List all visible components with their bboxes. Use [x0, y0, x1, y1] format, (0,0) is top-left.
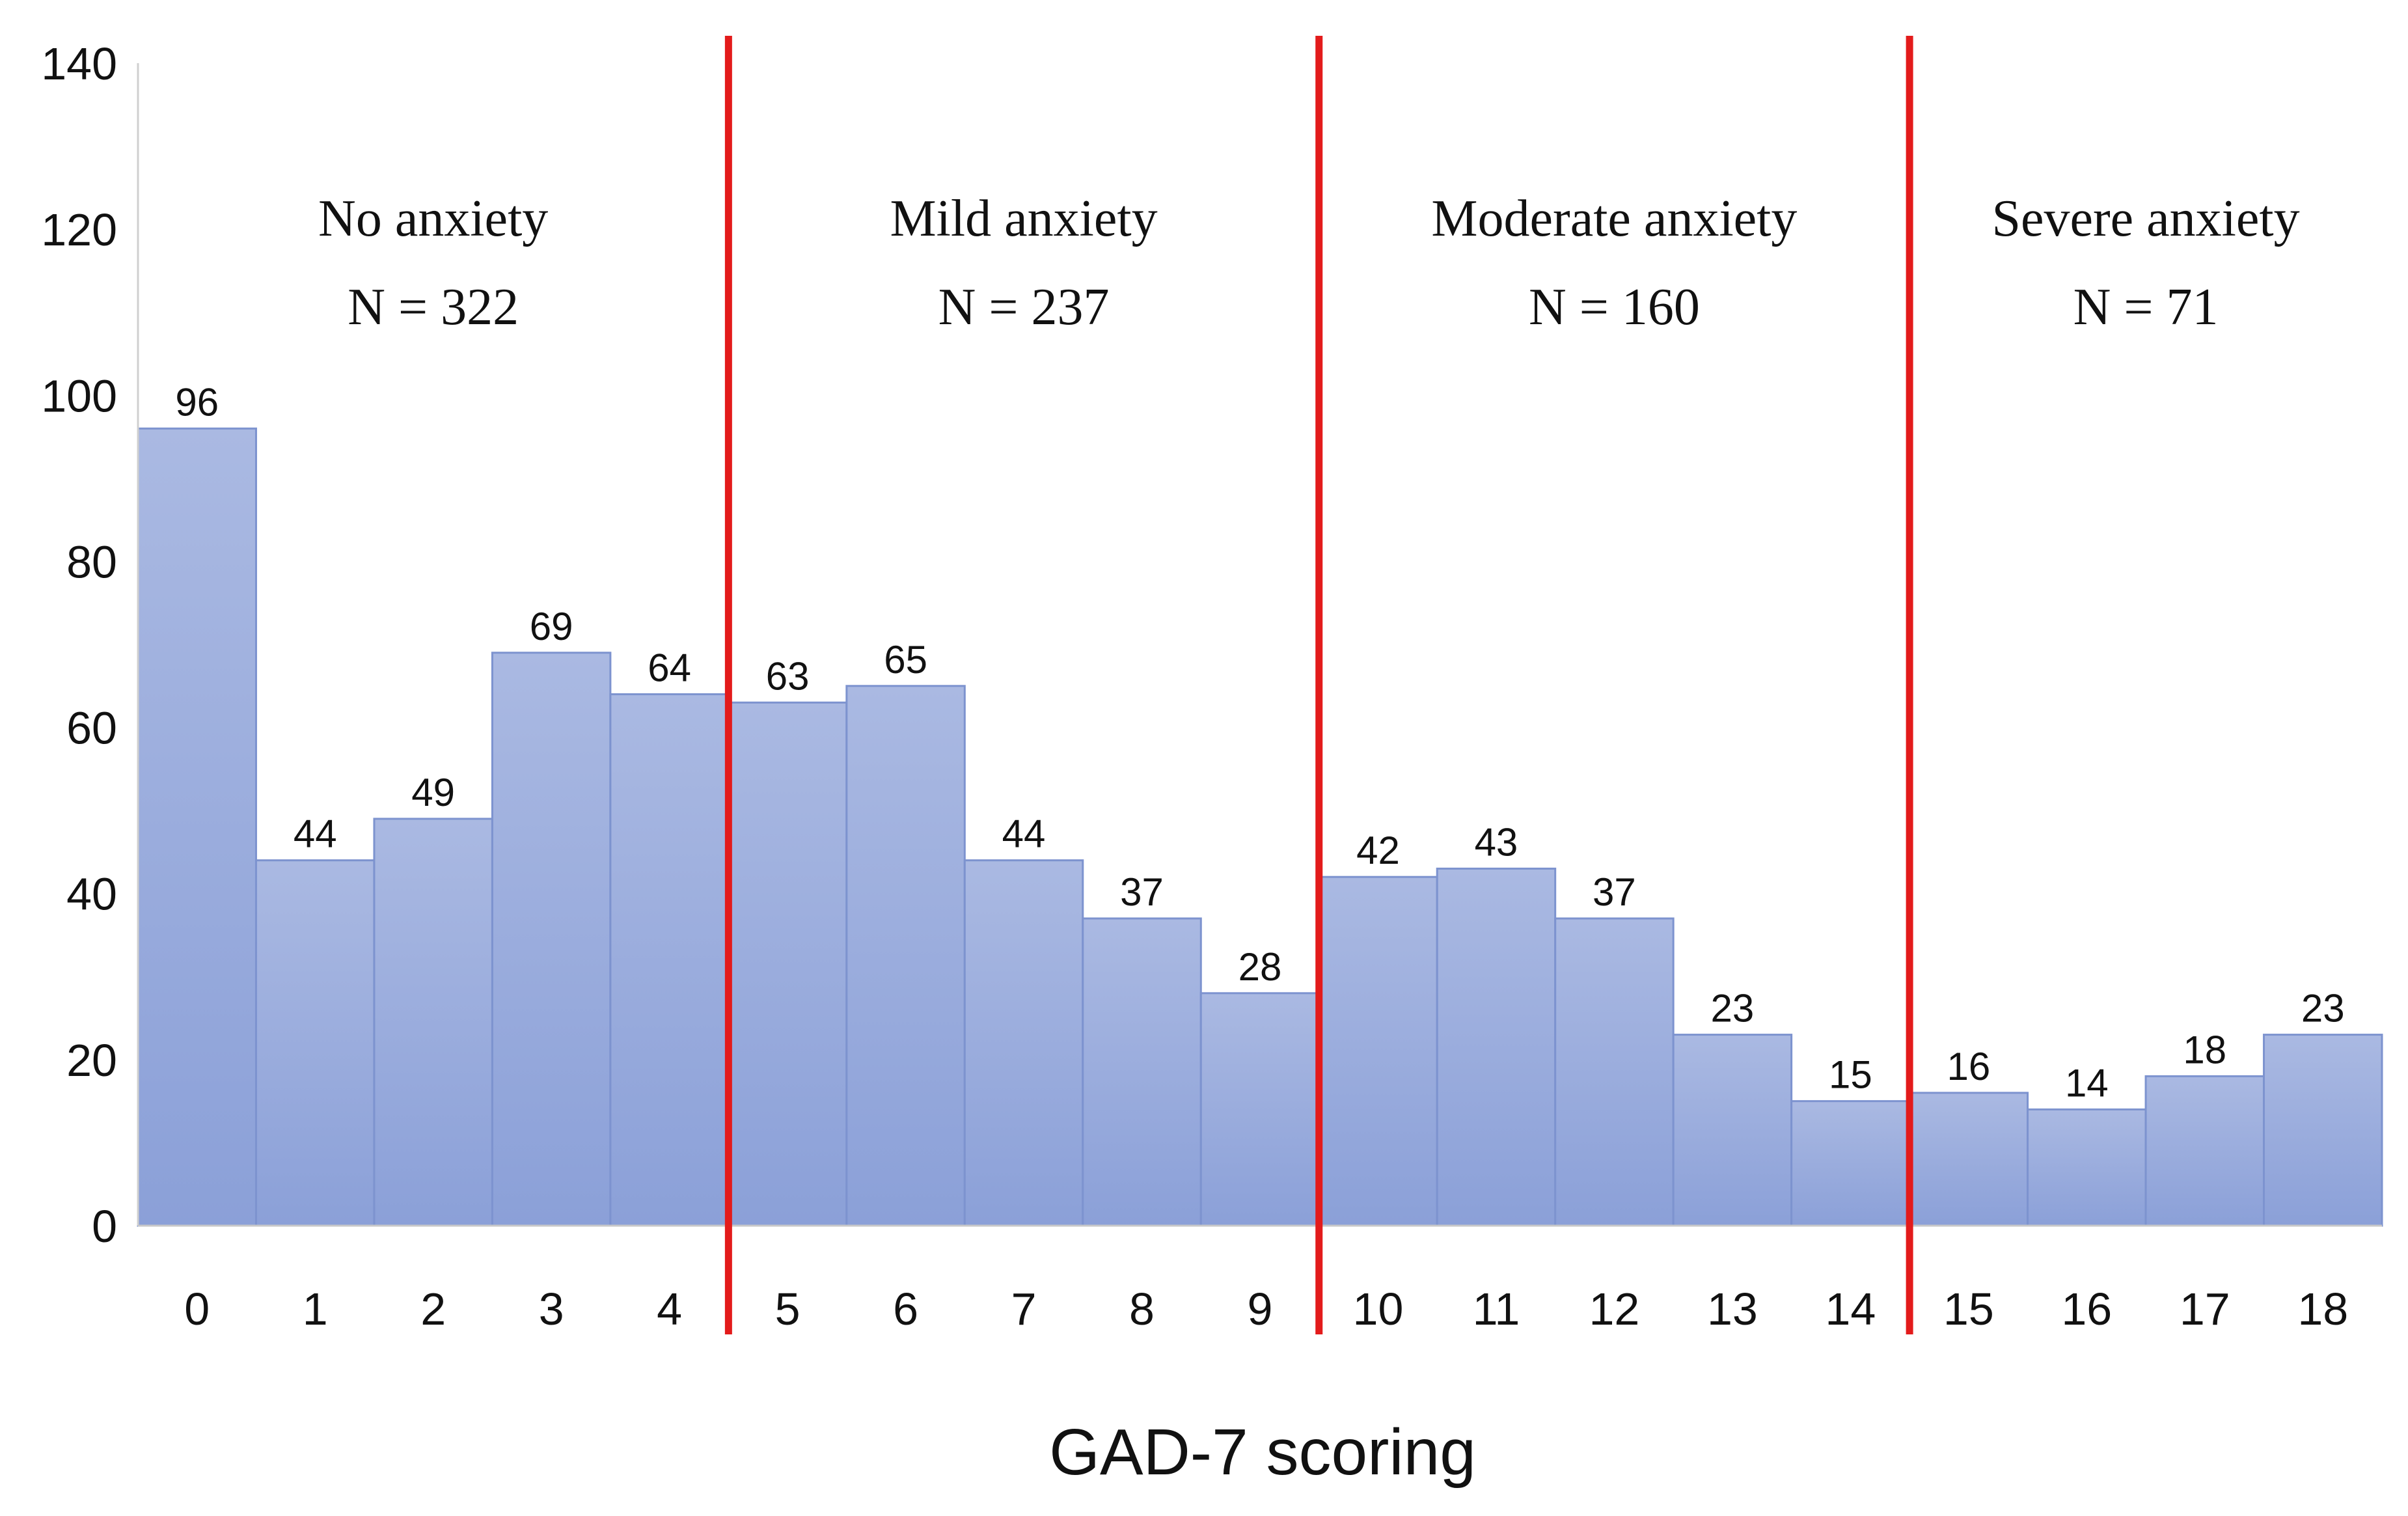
y-tick-label-60: 60 [66, 703, 117, 754]
bar-18 [2263, 1034, 2383, 1227]
x-tick-label-9: 9 [1248, 1284, 1273, 1334]
region-count-3: N = 160 [1529, 279, 1700, 336]
data-label-13: 23 [1711, 987, 1755, 1030]
bar-17 [2144, 1075, 2265, 1227]
data-label-5: 63 [766, 654, 810, 698]
region-label-2: Mild anxiety [890, 190, 1158, 247]
data-label-14: 15 [1829, 1053, 1872, 1097]
x-tick-label-11: 11 [1473, 1284, 1520, 1334]
bar-3 [491, 652, 612, 1227]
x-tick-label-5: 5 [775, 1284, 800, 1334]
y-tick-label-0: 0 [92, 1201, 117, 1252]
y-tick-label-40: 40 [66, 869, 117, 920]
x-tick-label-6: 6 [893, 1284, 918, 1334]
data-label-18: 23 [2301, 987, 2345, 1030]
bar-1 [254, 859, 376, 1227]
data-label-9: 28 [1238, 945, 1282, 989]
bar-9 [1199, 992, 1320, 1227]
x-tick-label-1: 1 [303, 1284, 328, 1334]
x-tick-label-7: 7 [1011, 1284, 1037, 1334]
data-label-11: 43 [1475, 820, 1518, 864]
y-tick-label-140: 140 [41, 38, 117, 89]
data-label-0: 96 [175, 380, 219, 424]
x-tick-label-2: 2 [420, 1284, 446, 1334]
x-tick-label-12: 12 [1589, 1284, 1639, 1334]
data-label-4: 64 [648, 646, 691, 690]
data-label-15: 16 [1947, 1045, 1990, 1088]
bar-11 [1436, 867, 1557, 1227]
data-label-7: 44 [1002, 812, 1046, 856]
bar-12 [1554, 917, 1675, 1227]
region-count-2: N = 237 [938, 279, 1110, 336]
bar-0 [137, 427, 257, 1227]
bar-10 [1318, 875, 1438, 1227]
data-label-3: 69 [530, 605, 573, 648]
bar-7 [963, 859, 1084, 1227]
region-label-3: Moderate anxiety [1431, 190, 1797, 247]
region-count-4: N = 71 [2073, 279, 2219, 336]
data-label-6: 65 [884, 638, 927, 682]
bar-2 [373, 818, 493, 1227]
separator-layer [724, 36, 1913, 1334]
bar-8 [1082, 917, 1202, 1227]
y-tick-label-80: 80 [66, 536, 117, 587]
data-label-12: 37 [1593, 870, 1636, 914]
y-tick-label-20: 20 [66, 1035, 117, 1086]
labels-layer: 96 44 49 69 64 63 65 44 37 28 42 43 37 23 15 16 14 18 23 No… [175, 190, 2344, 1105]
bar-5 [727, 701, 848, 1227]
bar-6 [845, 685, 966, 1227]
data-label-16: 14 [2065, 1061, 2109, 1105]
x-tick-label-3: 3 [539, 1284, 564, 1334]
data-label-8: 37 [1120, 870, 1164, 914]
x-tick-label-13: 13 [1707, 1284, 1758, 1334]
x-tick-label-10: 10 [1353, 1284, 1404, 1334]
bar-14 [1790, 1100, 1911, 1227]
x-tick-label-15: 15 [1943, 1284, 1994, 1334]
x-tick-label-4: 4 [657, 1284, 682, 1334]
bar-13 [1672, 1034, 1793, 1227]
bar-15 [1908, 1092, 2029, 1227]
data-label-10: 42 [1356, 829, 1400, 872]
x-axis-title: GAD-7 scoring [1049, 1416, 1476, 1489]
y-tick-label-120: 120 [41, 204, 117, 255]
bar-16 [2027, 1108, 2147, 1227]
x-tick-label-18: 18 [2297, 1284, 2348, 1334]
x-tick-label-8: 8 [1129, 1284, 1155, 1334]
x-tick-label-14: 14 [1825, 1284, 1876, 1334]
x-tick-label-16: 16 [2061, 1284, 2112, 1334]
region-label-4: Severe anxiety [1991, 190, 2299, 247]
x-tick-label-0: 0 [184, 1284, 210, 1334]
x-tick-label-17: 17 [2180, 1284, 2230, 1334]
data-label-2: 49 [411, 771, 455, 814]
bar-4 [609, 693, 730, 1227]
data-label-1: 44 [294, 812, 337, 856]
region-label-1: No anxiety [318, 190, 548, 247]
region-count-1: N = 322 [348, 279, 519, 336]
y-tick-label-100: 100 [41, 370, 117, 421]
data-label-17: 18 [2183, 1028, 2226, 1071]
bars-layer [137, 427, 2383, 1227]
